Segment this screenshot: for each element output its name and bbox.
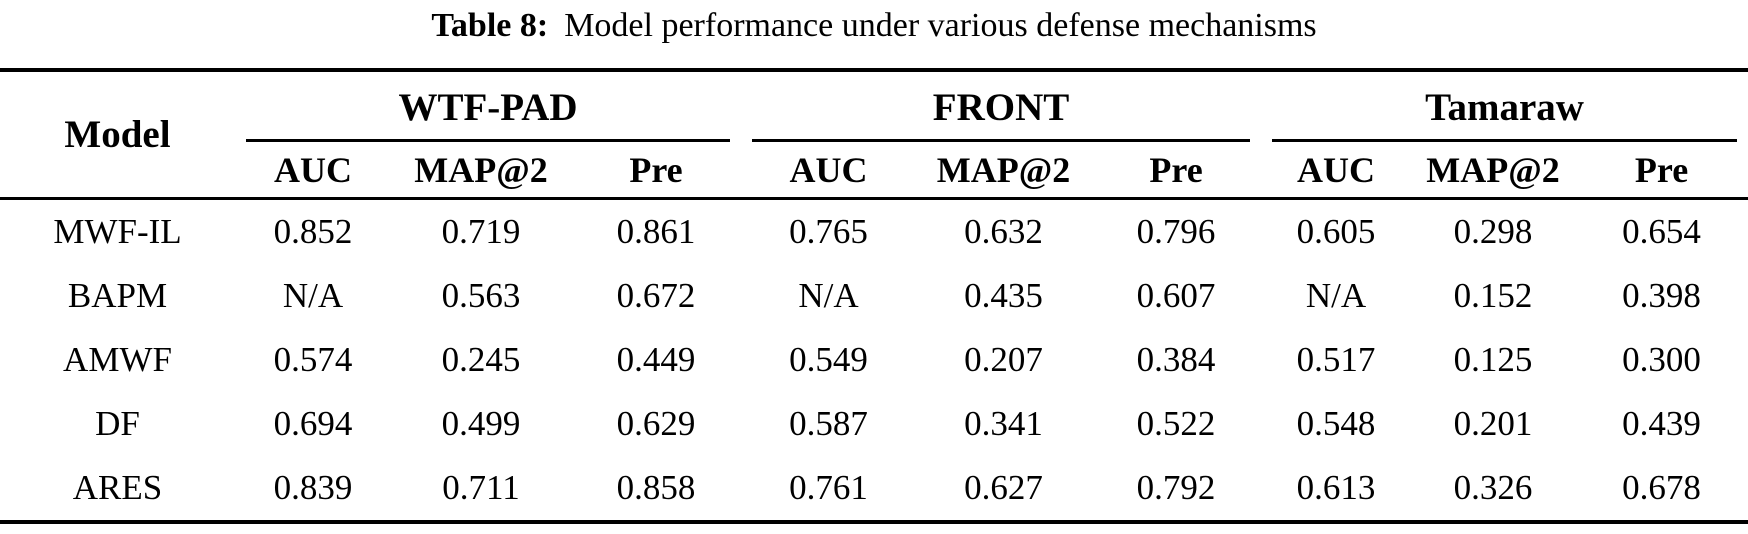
table-row-ares: ARES 0.839 0.711 0.858 0.761 0.627 0.792…	[0, 456, 1748, 522]
table-group-header-row: Model WTF-PAD FRONT Tamaraw	[0, 70, 1748, 200]
column-header-front-map2: MAP@2	[916, 142, 1092, 200]
model-name-cell: BAPM	[67, 276, 168, 315]
value-cell: 0.629	[616, 404, 696, 443]
value-cell: 0.548	[1296, 404, 1376, 443]
value-cell: 0.852	[273, 212, 353, 251]
value-cell: 0.796	[1136, 212, 1216, 251]
value-cell: 0.861	[616, 212, 696, 251]
group-header-wtf-pad: WTF-PAD	[235, 70, 741, 142]
performance-table: Model WTF-PAD FRONT Tamaraw AUC MAP@2 Pr…	[0, 68, 1748, 524]
value-cell: 0.125	[1453, 340, 1533, 379]
column-header-tamaraw-map2: MAP@2	[1411, 142, 1576, 200]
model-name-cell: DF	[95, 404, 140, 443]
value-cell: 0.245	[441, 340, 521, 379]
column-header-wtfpad-auc: AUC	[235, 142, 391, 200]
value-cell: 0.517	[1296, 340, 1376, 379]
value-cell: 0.672	[616, 276, 696, 315]
value-cell: 0.449	[616, 340, 696, 379]
value-cell: 0.765	[789, 212, 868, 251]
value-cell: 0.858	[616, 468, 696, 507]
table-caption: Table 8: Model performance under various…	[0, 0, 1748, 68]
value-cell: N/A	[1305, 276, 1367, 315]
value-cell: 0.300	[1622, 340, 1701, 379]
table-caption-label: Table 8:	[431, 7, 549, 44]
value-cell: 0.839	[273, 468, 353, 507]
column-header-model: Model	[0, 70, 235, 200]
value-cell: 0.152	[1453, 276, 1533, 315]
value-cell: 0.439	[1622, 404, 1701, 443]
column-header-front-pre: Pre	[1091, 142, 1262, 200]
value-cell: N/A	[282, 276, 344, 315]
table-row-df: DF 0.694 0.499 0.629 0.587 0.341 0.522 0…	[0, 392, 1748, 456]
value-cell: 0.522	[1136, 404, 1216, 443]
group-header-front: FRONT	[741, 70, 1261, 142]
column-header-front-auc: AUC	[741, 142, 917, 200]
column-header-tamaraw-auc: AUC	[1261, 142, 1412, 200]
table-row-amwf: AMWF 0.574 0.245 0.449 0.549 0.207 0.384…	[0, 328, 1748, 392]
value-cell: 0.719	[441, 212, 521, 251]
value-cell: 0.607	[1136, 276, 1216, 315]
value-cell: 0.587	[789, 404, 868, 443]
column-header-wtfpad-pre: Pre	[571, 142, 742, 200]
value-cell: 0.326	[1453, 468, 1533, 507]
value-cell: 0.654	[1622, 212, 1701, 251]
value-cell: 0.613	[1296, 468, 1376, 507]
table-caption-text: Model performance under various defense …	[564, 7, 1317, 44]
value-cell: 0.549	[789, 340, 868, 379]
value-cell: 0.201	[1453, 404, 1533, 443]
model-name-cell: ARES	[72, 468, 163, 507]
table-row-mwf-il: MWF-IL 0.852 0.719 0.861 0.765 0.632 0.7…	[0, 199, 1748, 265]
value-cell: 0.632	[964, 212, 1043, 251]
column-header-wtfpad-map2: MAP@2	[391, 142, 571, 200]
column-header-tamaraw-pre: Pre	[1575, 142, 1748, 200]
value-cell: 0.435	[964, 276, 1043, 315]
value-cell: 0.678	[1622, 468, 1701, 507]
model-name-cell: AMWF	[63, 340, 172, 379]
value-cell: 0.499	[441, 404, 521, 443]
value-cell: 0.711	[442, 468, 520, 507]
value-cell: 0.605	[1296, 212, 1376, 251]
group-header-tamaraw: Tamaraw	[1261, 70, 1748, 142]
value-cell: 0.384	[1136, 340, 1216, 379]
value-cell: 0.207	[964, 340, 1043, 379]
table-row-bapm: BAPM N/A 0.563 0.672 N/A 0.435 0.607 N/A…	[0, 264, 1748, 328]
value-cell: 0.563	[441, 276, 521, 315]
value-cell: N/A	[798, 276, 859, 315]
value-cell: 0.398	[1622, 276, 1701, 315]
value-cell: 0.694	[273, 404, 353, 443]
value-cell: 0.792	[1136, 468, 1216, 507]
value-cell: 0.574	[273, 340, 353, 379]
table-subheader-row: AUC MAP@2 Pre AUC MAP@2 Pre AUC MAP@2 Pr…	[0, 142, 1748, 200]
value-cell: 0.298	[1453, 212, 1533, 251]
value-cell: 0.761	[789, 468, 868, 507]
value-cell: 0.341	[964, 404, 1043, 443]
model-name-cell: MWF-IL	[53, 212, 182, 251]
value-cell: 0.627	[964, 468, 1043, 507]
